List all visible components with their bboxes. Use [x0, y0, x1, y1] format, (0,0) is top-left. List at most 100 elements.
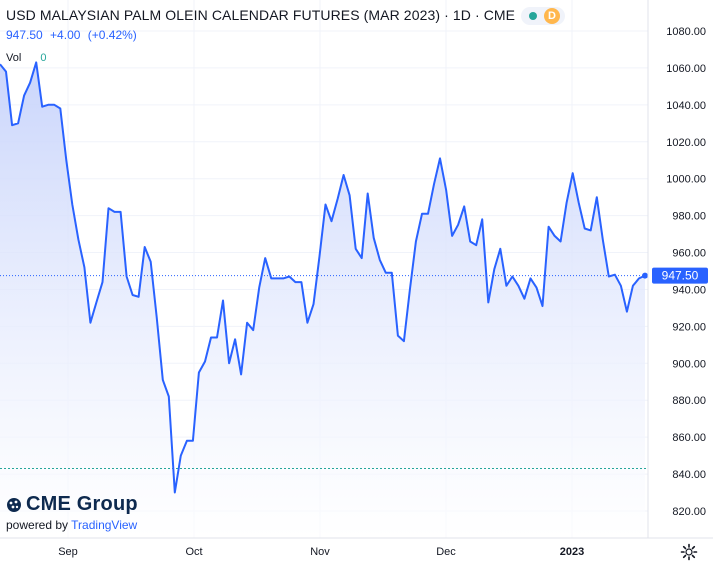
x-tick-label: Sep — [58, 546, 78, 558]
price-change-percent: (+0.42%) — [87, 28, 137, 42]
data-point — [221, 298, 226, 303]
data-point — [64, 158, 69, 163]
data-point — [588, 228, 593, 233]
y-tick-label: 1040.00 — [666, 100, 706, 112]
data-point — [407, 287, 412, 292]
price-quote: 947.50 +4.00 (+0.42%) — [6, 28, 141, 42]
data-point — [420, 211, 425, 216]
data-point — [269, 276, 274, 281]
data-point — [456, 222, 461, 227]
data-point — [480, 217, 485, 222]
powered-by-label: powered by — [6, 518, 69, 532]
data-point — [233, 337, 238, 342]
data-point — [474, 243, 479, 248]
data-point — [624, 309, 629, 314]
data-point — [347, 193, 352, 198]
data-point — [124, 274, 129, 279]
data-point — [16, 121, 21, 126]
data-point — [112, 209, 117, 214]
data-point — [510, 274, 515, 279]
data-point — [178, 453, 183, 458]
data-point — [130, 293, 135, 298]
data-point — [389, 270, 394, 275]
price-change: +4.00 — [50, 28, 81, 42]
data-point — [516, 283, 521, 288]
data-point — [142, 245, 147, 250]
y-tick-label: 1080.00 — [666, 26, 706, 38]
data-point — [281, 276, 286, 281]
cme-globe-icon — [7, 497, 21, 512]
branding[interactable]: CME Group powered by TradingView — [6, 493, 138, 532]
data-point — [377, 257, 382, 262]
volume-label: Vol — [6, 52, 22, 64]
volume-legend: Vol 0 — [6, 52, 46, 64]
settings-gear-icon[interactable] — [680, 543, 698, 561]
data-point — [245, 320, 250, 325]
last-price-tag: 947.50 — [652, 267, 708, 284]
data-point — [239, 372, 244, 377]
data-point — [40, 104, 45, 109]
y-tick-label: 840.00 — [672, 469, 706, 481]
logo-text: CME Group — [26, 493, 138, 515]
delayed-data-badge: D — [544, 8, 560, 24]
data-point — [600, 237, 605, 242]
data-point — [570, 171, 575, 176]
data-point — [438, 156, 443, 161]
data-point — [287, 274, 292, 279]
price-line-layer — [0, 61, 646, 495]
data-point — [540, 304, 545, 309]
data-point — [82, 265, 87, 270]
data-point — [637, 276, 642, 281]
last-price-dot — [642, 272, 648, 279]
data-point — [594, 195, 599, 200]
data-point — [4, 69, 9, 74]
data-point — [160, 377, 165, 382]
time-axis[interactable]: Sep Oct Nov Dec 2023 — [0, 537, 713, 558]
data-point — [401, 339, 406, 344]
data-point — [522, 296, 527, 301]
data-point — [630, 283, 635, 288]
data-point — [136, 294, 141, 299]
y-tick-label: 1000.00 — [666, 174, 706, 186]
data-point — [498, 246, 503, 251]
data-point — [395, 333, 400, 338]
data-point — [353, 246, 358, 251]
y-tick-label: 860.00 — [672, 432, 706, 444]
last-price: 947.50 — [6, 28, 43, 42]
cme-group-logo[interactable]: CME Group — [6, 493, 138, 516]
data-point — [52, 102, 57, 107]
y-tick-label: 960.00 — [672, 248, 706, 260]
data-point — [468, 239, 473, 244]
market-status-badge[interactable]: D — [521, 7, 565, 25]
y-tick-label: 920.00 — [672, 321, 706, 333]
data-point — [46, 102, 51, 107]
data-point — [329, 219, 334, 224]
data-point — [359, 256, 364, 261]
data-point — [606, 274, 611, 279]
tradingview-link[interactable]: TradingView — [71, 518, 138, 532]
data-point — [28, 80, 33, 85]
y-tick-label: 980.00 — [672, 211, 706, 223]
data-point — [426, 211, 431, 216]
powered-by[interactable]: powered by TradingView — [6, 518, 138, 532]
data-point — [365, 191, 370, 196]
data-point — [612, 272, 617, 277]
data-point — [444, 187, 449, 192]
data-point — [106, 206, 111, 211]
data-point — [582, 226, 587, 231]
price-area — [0, 62, 645, 539]
x-tick-label: 2023 — [560, 546, 584, 558]
data-point — [293, 280, 298, 285]
x-tick-label: Nov — [310, 546, 330, 558]
data-point — [323, 202, 328, 207]
data-point — [618, 283, 623, 288]
data-point — [413, 239, 418, 244]
data-point — [576, 200, 581, 205]
data-point — [172, 490, 177, 495]
data-point — [335, 197, 340, 202]
price-axis[interactable]: 820.00 840.00 860.00 880.00 900.00 920.00 940.… — [666, 26, 706, 518]
data-point — [558, 239, 563, 244]
data-point — [546, 224, 551, 229]
